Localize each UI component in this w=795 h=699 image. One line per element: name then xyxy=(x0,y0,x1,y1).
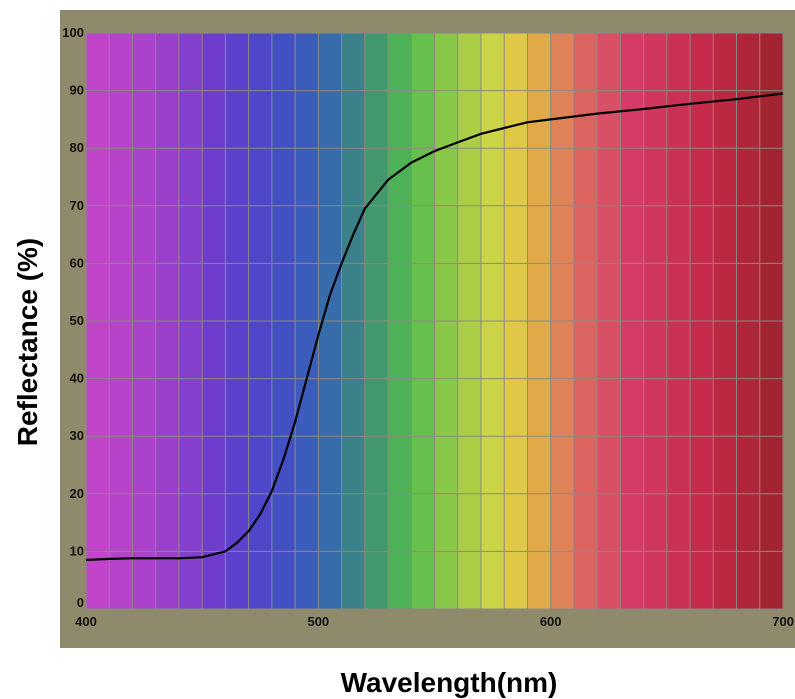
y-tick-label: 80 xyxy=(70,140,84,155)
spectrum-bands xyxy=(86,33,784,609)
y-tick-label: 90 xyxy=(70,83,84,98)
y-tick-label: 100 xyxy=(62,25,84,40)
x-tick-labels: 400 500 600 700 xyxy=(75,614,794,629)
x-tick-label: 400 xyxy=(75,614,97,629)
y-tick-label: 40 xyxy=(70,371,84,386)
y-axis-label: Reflectance (%) xyxy=(12,238,43,447)
y-tick-label: 0 xyxy=(77,595,84,610)
reflectance-series-line xyxy=(85,92,784,562)
y-tick-label: 30 xyxy=(70,428,84,443)
x-tick-label: 500 xyxy=(307,614,329,629)
y-tick-labels: 0 10 20 30 40 50 60 70 80 90 100 xyxy=(62,25,84,610)
y-tick-label: 50 xyxy=(70,313,84,328)
y-tick-label: 60 xyxy=(70,255,84,270)
y-tick-label: 10 xyxy=(70,543,84,558)
x-tick-label: 600 xyxy=(540,614,562,629)
grid-lines xyxy=(85,32,784,610)
y-tick-label: 20 xyxy=(70,486,84,501)
y-tick-label: 70 xyxy=(70,198,84,213)
x-axis-label: Wavelength(nm) xyxy=(341,667,558,698)
x-tick-label: 700 xyxy=(772,614,794,629)
